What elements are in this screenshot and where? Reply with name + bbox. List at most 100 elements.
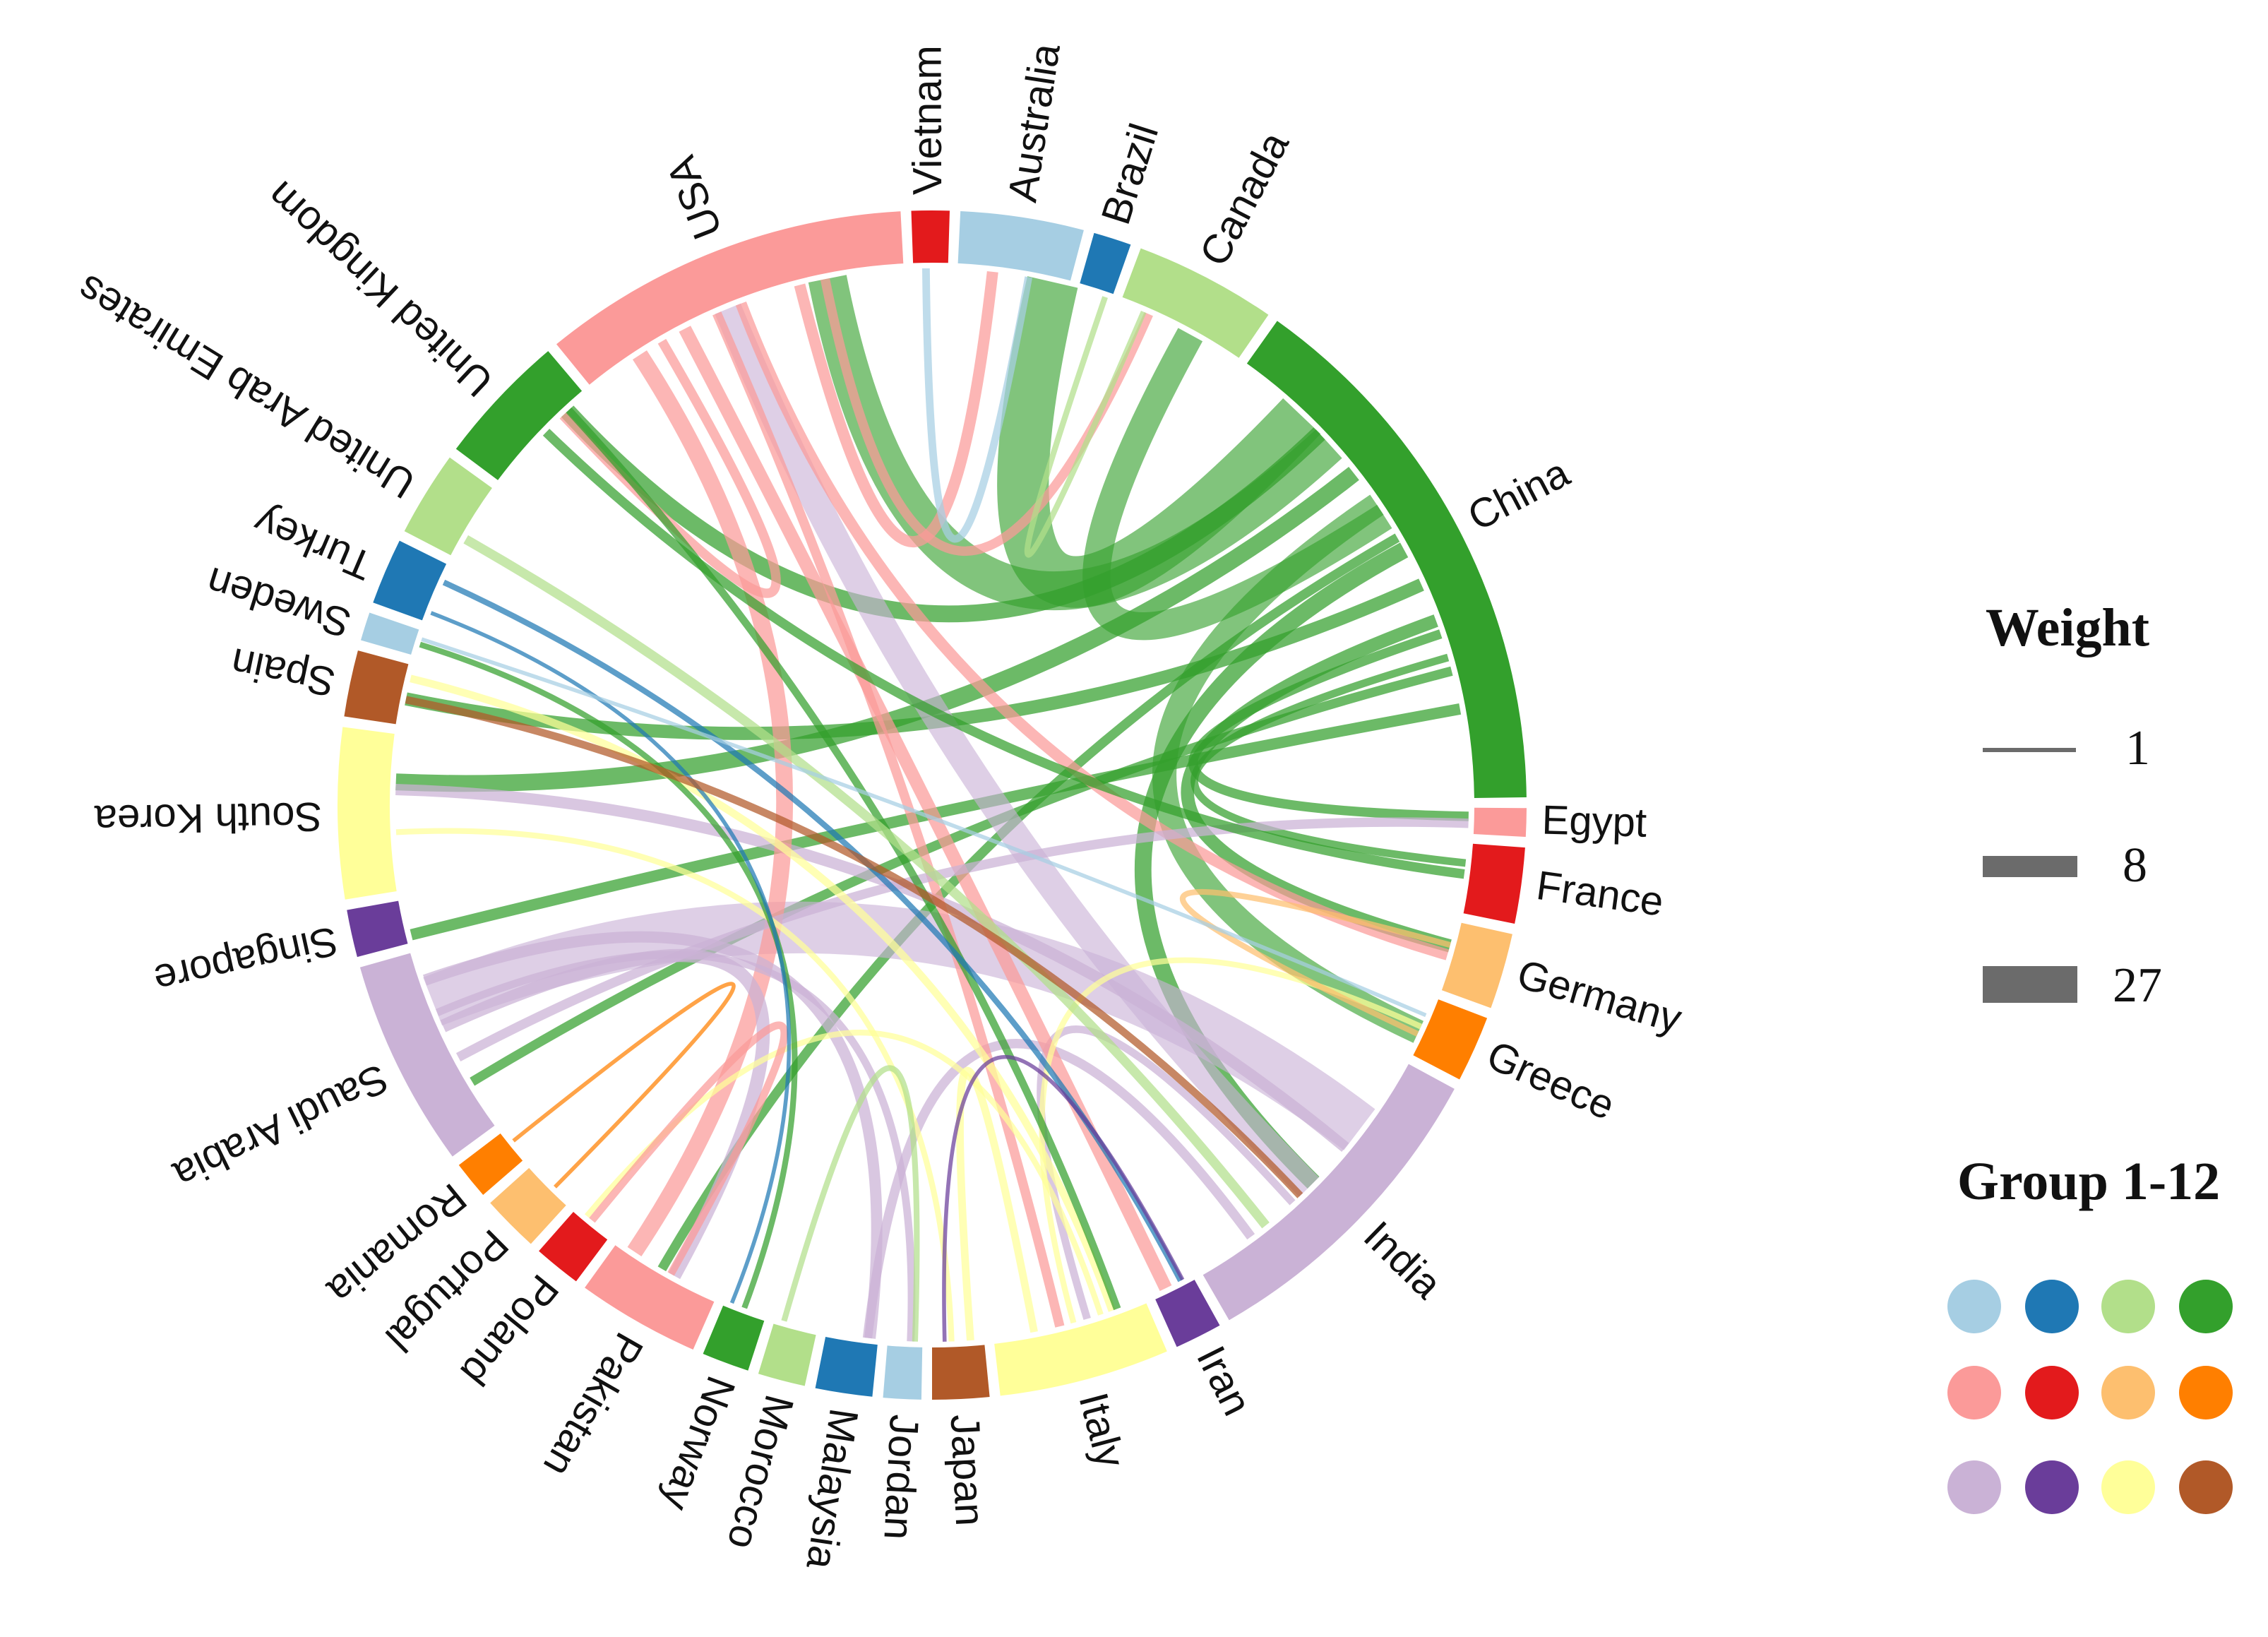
link-india-usa bbox=[715, 303, 1319, 1197]
link-india-malaysia bbox=[862, 1039, 1255, 1339]
link-india-saudi-arabia bbox=[423, 901, 1375, 1150]
label-usa: USA bbox=[658, 150, 732, 245]
chord-links bbox=[395, 268, 1469, 1342]
link-saudi-arabia-egypt bbox=[455, 817, 1469, 1062]
group-swatch-12 bbox=[2179, 1460, 2233, 1514]
group-swatch-2 bbox=[2025, 1280, 2079, 1333]
label-south-korea: South Korea bbox=[94, 794, 323, 843]
label-japan: Japan bbox=[942, 1413, 993, 1527]
label-germany: Germany bbox=[1512, 951, 1687, 1042]
group-swatch-11 bbox=[2101, 1460, 2155, 1514]
group-swatch-8 bbox=[2179, 1366, 2233, 1419]
weight-legend-bar-8 bbox=[1983, 856, 2077, 877]
group-swatch-5 bbox=[1947, 1366, 2001, 1419]
label-australia: Australia bbox=[999, 40, 1069, 206]
link-china-south-korea bbox=[395, 467, 1359, 792]
arc-iran bbox=[1155, 1280, 1220, 1347]
link-germany-greece bbox=[1179, 888, 1451, 1037]
label-china: China bbox=[1460, 449, 1577, 540]
arc-south-korea bbox=[338, 727, 397, 900]
arc-spain bbox=[344, 650, 409, 725]
arc-france bbox=[1463, 843, 1525, 924]
group-swatch-9 bbox=[1947, 1460, 2001, 1514]
arc-portugal bbox=[490, 1167, 566, 1244]
link-south-korea-japan bbox=[395, 828, 955, 1342]
group-swatch-6 bbox=[2025, 1366, 2079, 1419]
link-china-greece bbox=[1152, 494, 1424, 1043]
link-united-arab-emirates-india bbox=[463, 535, 1270, 1229]
arc-turkey bbox=[373, 540, 447, 621]
label-spain: Spain bbox=[227, 639, 340, 706]
arc-egypt bbox=[1473, 807, 1527, 837]
link-usa-germany bbox=[735, 301, 1450, 960]
arc-sweden bbox=[361, 612, 419, 655]
label-iran: Iran bbox=[1188, 1339, 1260, 1422]
group-legend-title: Group 1-12 bbox=[1957, 1152, 2220, 1211]
label-united-kingdom: United Kingdom bbox=[258, 172, 502, 405]
arc-brazil bbox=[1080, 232, 1131, 294]
label-pakistan: Pakistan bbox=[535, 1325, 652, 1484]
arc-italy bbox=[994, 1303, 1167, 1396]
arc-poland bbox=[539, 1212, 608, 1282]
link-iran-japan bbox=[942, 1054, 1185, 1342]
label-brazil: Brazil bbox=[1092, 118, 1167, 230]
arc-saudi-arabia bbox=[359, 953, 495, 1157]
link-pakistan-poland bbox=[589, 1021, 789, 1276]
arc-morocco bbox=[758, 1323, 816, 1386]
group-swatch-4 bbox=[2179, 1280, 2233, 1333]
link-usa-italy bbox=[712, 311, 1065, 1328]
link-norway-sweden bbox=[419, 641, 798, 1309]
link-usa-iran bbox=[679, 326, 1172, 1292]
group-swatch-10 bbox=[2025, 1460, 2079, 1514]
arc-vietnam bbox=[911, 210, 950, 263]
label-greece: Greece bbox=[1480, 1032, 1621, 1129]
arc-japan bbox=[932, 1345, 990, 1400]
label-singapore: Singapore bbox=[150, 917, 342, 1003]
link-romania-portugal bbox=[512, 982, 736, 1189]
link-turkey-norway bbox=[430, 611, 792, 1304]
arc-malaysia bbox=[815, 1337, 878, 1397]
label-canada: Canada bbox=[1191, 124, 1299, 273]
link-china-germany bbox=[1181, 614, 1452, 953]
arc-australia bbox=[957, 211, 1084, 281]
arc-germany bbox=[1441, 922, 1512, 1008]
arc-china bbox=[1246, 321, 1527, 798]
weight-legend-title: Weight bbox=[1986, 598, 2149, 657]
label-egypt: Egypt bbox=[1541, 797, 1647, 846]
weight-legend-value-1: 1 bbox=[2125, 721, 2150, 775]
link-sweden-greece bbox=[421, 637, 1427, 1018]
link-italy-japan bbox=[956, 1066, 1038, 1341]
link-united-kingdom-france bbox=[542, 429, 1465, 879]
arc-united-arab-emirates bbox=[404, 457, 492, 556]
weight-legend-value-8: 8 bbox=[2123, 838, 2147, 893]
group-swatch-7 bbox=[2101, 1366, 2155, 1419]
link-usa-pakistan bbox=[627, 350, 794, 1256]
arc-india bbox=[1202, 1064, 1455, 1321]
label-italy: Italy bbox=[1070, 1388, 1133, 1472]
node-arcs bbox=[338, 210, 1527, 1400]
label-jordan: Jordan bbox=[875, 1413, 927, 1540]
group-swatches bbox=[1947, 1280, 2233, 1514]
weight-legend-bar-27 bbox=[1983, 966, 2077, 1003]
label-saudi-arabia: Saudi Arabia bbox=[166, 1055, 395, 1198]
label-france: France bbox=[1534, 862, 1666, 925]
arc-greece bbox=[1413, 999, 1488, 1080]
arc-singapore bbox=[347, 900, 408, 958]
arc-united-kingdom bbox=[455, 351, 583, 480]
arc-usa bbox=[556, 211, 904, 385]
label-india: India bbox=[1355, 1213, 1451, 1308]
weight-legend-value-27: 27 bbox=[2113, 958, 2162, 1013]
label-norway: Norway bbox=[653, 1370, 744, 1516]
link-saudi-arabia-jordan bbox=[436, 951, 916, 1342]
link-spain-india bbox=[405, 696, 1303, 1198]
link-usa-australia bbox=[794, 270, 998, 548]
group-swatch-1 bbox=[1947, 1280, 2001, 1333]
label-vietnam: Vietnam bbox=[905, 45, 951, 195]
arc-pakistan bbox=[585, 1245, 715, 1350]
link-morocco-jordan bbox=[781, 1065, 920, 1342]
link-canada-brazil bbox=[1024, 296, 1147, 558]
arc-romania bbox=[458, 1133, 523, 1195]
group-swatch-3 bbox=[2101, 1280, 2155, 1333]
link-australia-vietnam bbox=[922, 268, 1033, 543]
